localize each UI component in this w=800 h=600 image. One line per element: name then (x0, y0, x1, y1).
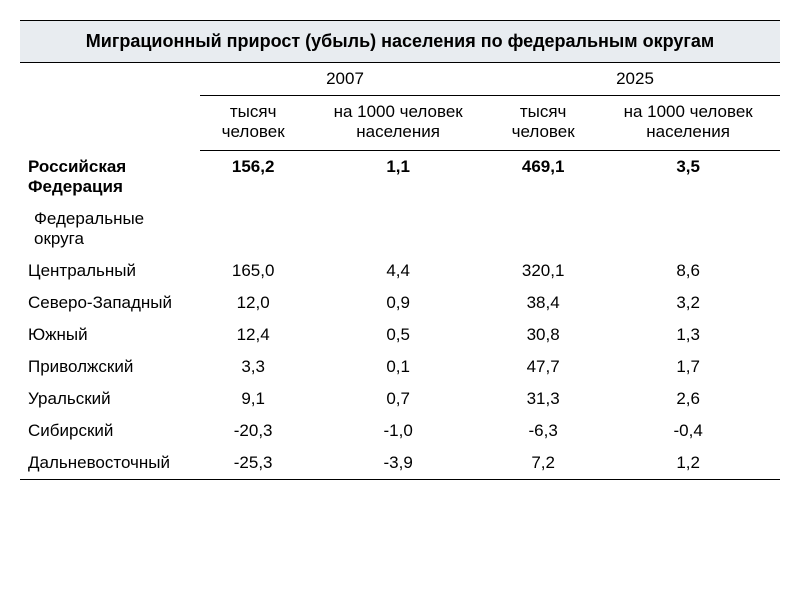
row-label: Приволжский (20, 351, 200, 383)
row-value: 165,0 (200, 255, 306, 287)
row-value: 0,9 (306, 287, 490, 319)
total-label: Российская Федерация (20, 151, 200, 203)
row-value: 320,1 (490, 255, 596, 287)
row-value: 30,8 (490, 319, 596, 351)
col-thousands-1: тысяч человек (200, 96, 306, 151)
row-value: 3,3 (200, 351, 306, 383)
col-thousands-2: тысяч человек (490, 96, 596, 151)
row-value: 12,4 (200, 319, 306, 351)
table-row: Сибирский-20,3-1,0-6,3-0,4 (20, 415, 780, 447)
row-label: Сибирский (20, 415, 200, 447)
section-label-row: Федеральные округа (20, 203, 780, 255)
total-y1-per1000: 1,1 (306, 151, 490, 203)
total-y1-thousands: 156,2 (200, 151, 306, 203)
row-label: Дальневосточный (20, 447, 200, 479)
row-value: 1,2 (596, 447, 780, 479)
row-value: 1,7 (596, 351, 780, 383)
table-row: Южный12,40,530,81,3 (20, 319, 780, 351)
row-value: 47,7 (490, 351, 596, 383)
row-value: 31,3 (490, 383, 596, 415)
col-per1000-2: на 1000 человек населения (596, 96, 780, 151)
row-value: 0,7 (306, 383, 490, 415)
row-value: -0,4 (596, 415, 780, 447)
data-table: 2007 2025 тысяч человек на 1000 человек … (20, 63, 780, 479)
section-label: Федеральные округа (20, 203, 200, 255)
row-value: 2,6 (596, 383, 780, 415)
row-value: 8,6 (596, 255, 780, 287)
row-value: 38,4 (490, 287, 596, 319)
row-label: Южный (20, 319, 200, 351)
row-value: 3,2 (596, 287, 780, 319)
row-value: -1,0 (306, 415, 490, 447)
table-row: Северо-Западный12,00,938,43,2 (20, 287, 780, 319)
total-y2-per1000: 3,5 (596, 151, 780, 203)
row-value: 0,1 (306, 351, 490, 383)
row-value: 4,4 (306, 255, 490, 287)
row-label: Северо-Западный (20, 287, 200, 319)
row-value: -25,3 (200, 447, 306, 479)
table-row: Приволжский3,30,147,71,7 (20, 351, 780, 383)
row-value: -20,3 (200, 415, 306, 447)
row-value: -6,3 (490, 415, 596, 447)
row-value: 1,3 (596, 319, 780, 351)
table-body: Российская Федерация 156,2 1,1 469,1 3,5… (20, 151, 780, 479)
row-value: 7,2 (490, 447, 596, 479)
table-row: Уральский9,10,731,32,6 (20, 383, 780, 415)
row-value: 9,1 (200, 383, 306, 415)
row-label: Центральный (20, 255, 200, 287)
year-header-row: 2007 2025 (20, 63, 780, 96)
row-value: -3,9 (306, 447, 490, 479)
col-per1000-1: на 1000 человек населения (306, 96, 490, 151)
table-row: Дальневосточный-25,3-3,97,21,2 (20, 447, 780, 479)
empty-header (20, 63, 200, 151)
migration-table: Миграционный прирост (убыль) населения п… (20, 20, 780, 480)
total-row: Российская Федерация 156,2 1,1 469,1 3,5 (20, 151, 780, 203)
table-title: Миграционный прирост (убыль) населения п… (20, 21, 780, 63)
year1-header: 2007 (200, 63, 490, 96)
row-value: 0,5 (306, 319, 490, 351)
total-y2-thousands: 469,1 (490, 151, 596, 203)
table-row: Центральный165,04,4320,18,6 (20, 255, 780, 287)
row-value: 12,0 (200, 287, 306, 319)
row-label: Уральский (20, 383, 200, 415)
year2-header: 2025 (490, 63, 780, 96)
